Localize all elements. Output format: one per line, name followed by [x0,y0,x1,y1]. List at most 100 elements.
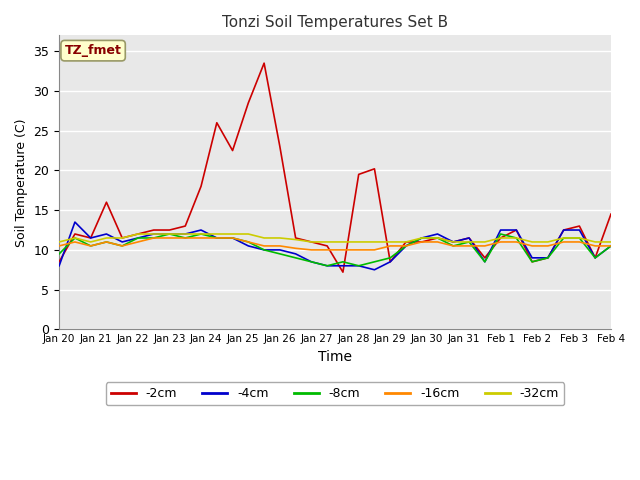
-2cm [371,166,378,172]
-32cm [402,239,410,245]
-16cm [591,243,599,249]
-16cm [371,247,378,253]
-2cm [308,239,316,245]
-32cm [55,239,63,245]
-16cm [544,243,552,249]
-8cm [418,235,426,241]
-16cm [513,239,520,245]
-4cm [591,255,599,261]
-2cm [449,239,457,245]
-16cm [260,243,268,249]
-2cm [166,227,173,233]
-4cm [371,267,378,273]
-16cm [181,235,189,241]
-4cm [197,227,205,233]
-2cm [102,199,110,205]
-16cm [134,239,142,245]
-32cm [228,231,236,237]
-4cm [387,259,394,264]
-32cm [71,235,79,241]
-8cm [228,235,236,241]
Line: -32cm: -32cm [59,234,611,242]
-2cm [607,211,615,217]
-32cm [418,235,426,241]
-8cm [528,259,536,264]
-32cm [465,239,473,245]
-2cm [292,235,300,241]
-16cm [87,243,95,249]
-8cm [87,243,95,249]
-16cm [355,247,362,253]
-32cm [371,239,378,245]
-4cm [166,231,173,237]
-8cm [166,231,173,237]
-8cm [118,243,126,249]
-2cm [87,235,95,241]
-4cm [434,231,442,237]
-16cm [276,243,284,249]
Line: -4cm: -4cm [59,222,611,270]
-8cm [465,239,473,245]
-8cm [244,239,252,245]
-32cm [166,231,173,237]
Line: -16cm: -16cm [59,238,611,250]
-16cm [528,243,536,249]
-4cm [102,231,110,237]
-2cm [560,227,568,233]
Line: -8cm: -8cm [59,234,611,266]
-32cm [339,239,347,245]
-2cm [434,235,442,241]
-4cm [528,255,536,261]
-8cm [544,255,552,261]
-32cm [607,239,615,245]
-4cm [292,251,300,257]
-2cm [134,231,142,237]
-8cm [513,235,520,241]
-4cm [575,227,583,233]
-32cm [102,235,110,241]
-8cm [481,259,489,264]
-8cm [434,235,442,241]
-32cm [387,239,394,245]
-4cm [181,231,189,237]
-4cm [607,243,615,249]
-2cm [418,239,426,245]
-16cm [323,247,331,253]
-16cm [71,239,79,245]
-4cm [449,239,457,245]
-16cm [228,235,236,241]
-4cm [481,259,489,264]
-2cm [528,259,536,264]
-8cm [71,235,79,241]
-2cm [513,227,520,233]
-2cm [181,223,189,229]
-2cm [544,255,552,261]
-16cm [244,239,252,245]
-2cm [71,231,79,237]
X-axis label: Time: Time [318,350,352,364]
-32cm [560,235,568,241]
-16cm [481,243,489,249]
-4cm [465,235,473,241]
-8cm [560,235,568,241]
-4cm [87,235,95,241]
-32cm [244,231,252,237]
-4cm [260,247,268,253]
-8cm [197,231,205,237]
-4cm [402,243,410,249]
-2cm [387,259,394,264]
-2cm [228,148,236,154]
-32cm [276,235,284,241]
-4cm [323,263,331,269]
-32cm [118,235,126,241]
-4cm [55,263,63,269]
-32cm [449,239,457,245]
-32cm [292,237,300,242]
-2cm [591,255,599,261]
-2cm [260,60,268,66]
-2cm [55,259,63,264]
-2cm [197,183,205,189]
-2cm [213,120,221,126]
-4cm [418,235,426,241]
-16cm [197,235,205,241]
